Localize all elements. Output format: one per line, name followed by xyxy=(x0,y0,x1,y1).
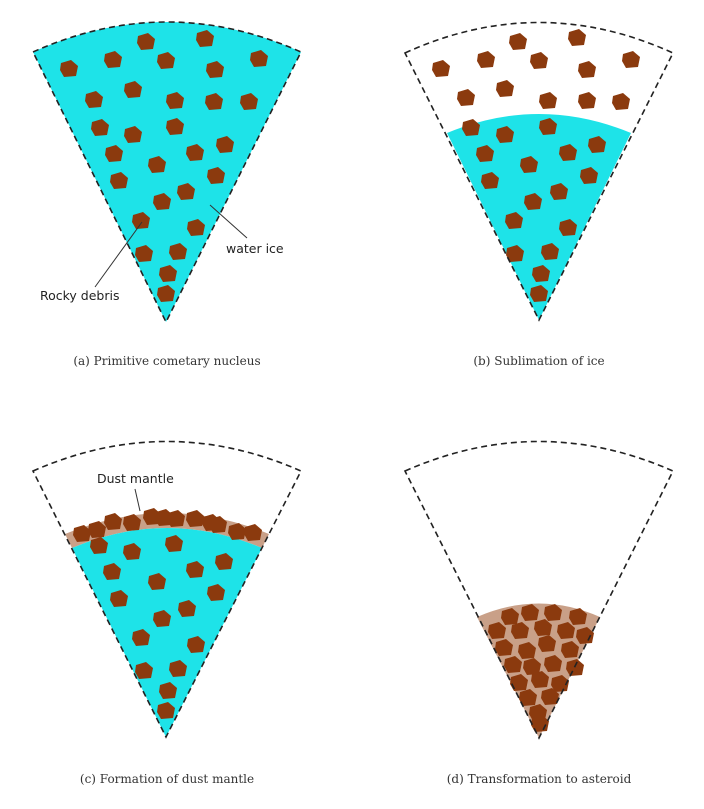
panel-a: water ice Rocky debris (a) Primitive com… xyxy=(31,21,303,368)
caption-d: (d) Transformation to asteroid xyxy=(447,772,632,786)
caption-a: (a) Primitive cometary nucleus xyxy=(73,354,260,368)
panel-c: Dust mantle (c) Formation of dust mantle xyxy=(31,440,303,786)
caption-b: (b) Sublimation of ice xyxy=(473,354,604,368)
panel-b: (b) Sublimation of ice xyxy=(403,21,675,368)
leader-water-ice xyxy=(209,204,248,239)
leader-dust-mantle xyxy=(134,488,141,512)
label-rocky-debris: Rocky debris xyxy=(40,288,120,303)
label-dust-mantle: Dust mantle xyxy=(97,471,174,486)
label-water-ice: water ice xyxy=(226,241,284,256)
sector-outline xyxy=(31,21,303,324)
ice-region xyxy=(72,528,262,737)
sector-outline xyxy=(403,21,675,322)
caption-c: (c) Formation of dust mantle xyxy=(80,772,254,786)
sector-outline xyxy=(31,440,303,739)
ice-region xyxy=(447,114,631,320)
leader-rocky-debris xyxy=(94,221,143,288)
sector-outline xyxy=(403,440,675,740)
panel-d: (d) Transformation to asteroid xyxy=(403,440,675,786)
